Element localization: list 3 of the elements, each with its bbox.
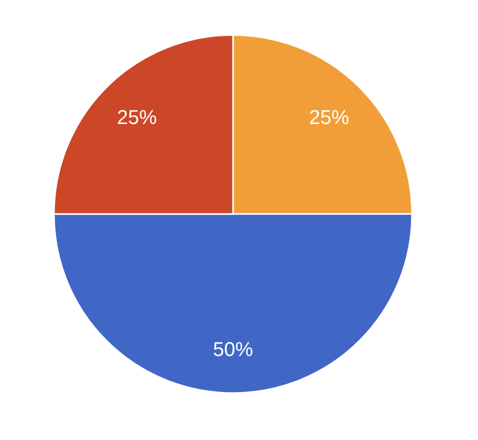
data-label: 25% xyxy=(116,106,158,129)
data-label: 25% xyxy=(309,106,350,129)
data-label: 50% xyxy=(212,339,254,361)
